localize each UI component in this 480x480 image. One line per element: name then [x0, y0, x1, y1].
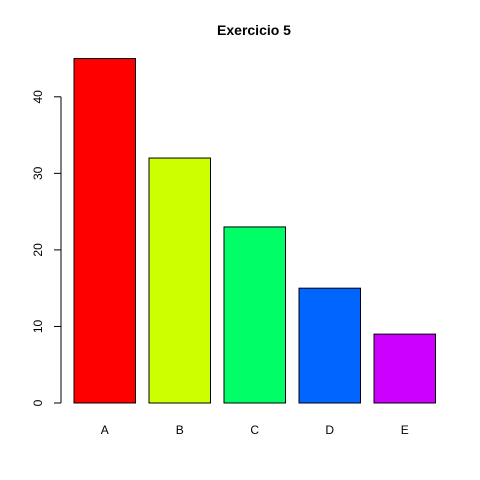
bars-layer	[73, 58, 436, 404]
x-tick-label-a: A	[101, 423, 109, 437]
x-tick-label-e: E	[401, 423, 409, 437]
bar-b	[148, 157, 211, 404]
y-tick-label-10: 10	[31, 319, 45, 333]
bar-d	[298, 287, 361, 404]
y-axis: 0 10 20 30 40	[31, 90, 62, 406]
bar-e	[373, 333, 436, 404]
x-tick-label-d: D	[325, 423, 334, 437]
bar-a	[73, 58, 136, 404]
y-tick-label-0: 0	[31, 399, 45, 406]
x-axis-labels: A B C D E	[101, 423, 409, 437]
bar-c	[223, 226, 286, 404]
y-tick-label-30: 30	[31, 166, 45, 180]
chart-title: Exercicio 5	[217, 22, 291, 38]
y-tick-label-40: 40	[31, 90, 45, 104]
x-tick-label-b: B	[176, 423, 184, 437]
x-tick-label-c: C	[250, 423, 259, 437]
y-tick-label-20: 20	[31, 243, 45, 257]
